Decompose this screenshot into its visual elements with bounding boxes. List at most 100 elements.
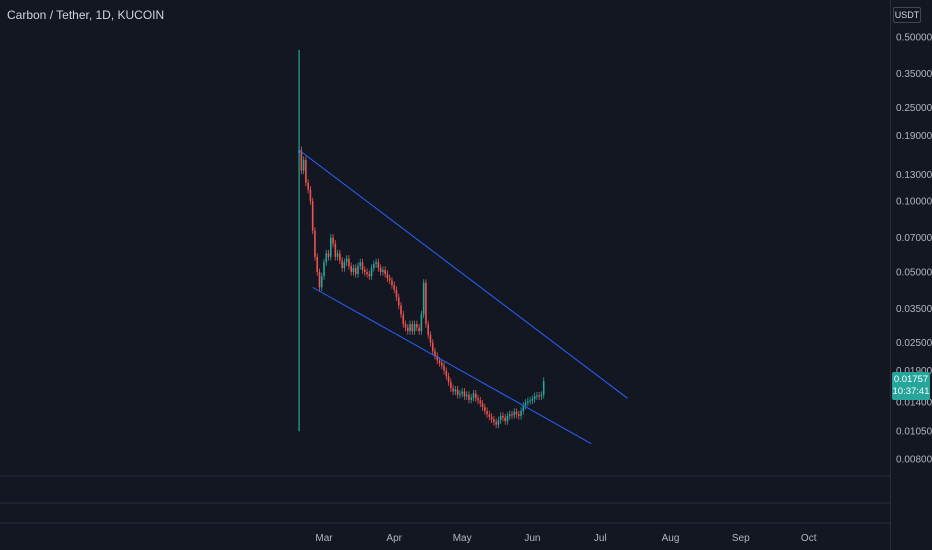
trendline[interactable] xyxy=(312,286,592,445)
candle xyxy=(495,418,497,429)
candle xyxy=(456,386,459,399)
candle xyxy=(502,412,504,422)
candle xyxy=(332,234,334,248)
candle xyxy=(354,264,357,278)
candle xyxy=(382,266,384,276)
candle xyxy=(305,156,307,187)
candle xyxy=(497,416,500,429)
candle xyxy=(422,279,425,319)
candle xyxy=(520,407,522,420)
price-axis[interactable]: 0.50000 0.35000 0.25000 0.19000 0.13000 0.100… xyxy=(896,33,932,466)
chart-title: Carbon / Tether, 1D, KUCOIN xyxy=(7,8,165,22)
candle xyxy=(391,276,393,289)
price-tick-label: 0.01900 xyxy=(896,366,932,377)
bar-countdown: 10:37:41 xyxy=(892,386,930,397)
candle xyxy=(416,320,418,332)
candle xyxy=(307,179,309,194)
candle xyxy=(511,410,513,419)
candle xyxy=(350,262,352,276)
candle xyxy=(488,410,491,421)
last-price-value: 0.01757 xyxy=(893,374,929,385)
candle xyxy=(413,320,416,335)
price-tick-label: 0.19000 xyxy=(896,131,932,142)
candle xyxy=(366,268,368,278)
candle xyxy=(431,339,434,355)
candle xyxy=(395,286,398,301)
candle xyxy=(465,391,468,400)
candle xyxy=(300,146,303,175)
candle xyxy=(363,266,366,276)
candle xyxy=(341,256,343,272)
candle xyxy=(420,310,423,335)
candle xyxy=(393,281,396,294)
candle xyxy=(357,262,359,278)
candle xyxy=(436,352,439,365)
candle xyxy=(533,392,536,403)
price-tick-label: 0.05000 xyxy=(896,267,932,278)
plot-area[interactable] xyxy=(0,0,890,476)
price-tick-label: 0.13000 xyxy=(896,170,932,181)
last-price-tag: 0.01757 10:37:41 xyxy=(892,372,930,400)
price-tick-label: 0.10000 xyxy=(896,197,932,208)
candle xyxy=(323,258,325,280)
candle xyxy=(515,408,518,418)
candle xyxy=(339,249,341,265)
candle xyxy=(477,394,479,405)
trendlines-layer xyxy=(298,149,628,445)
candle xyxy=(470,394,473,404)
candle xyxy=(370,264,373,280)
currency-label[interactable]: USDT xyxy=(893,7,921,23)
candle xyxy=(499,412,502,424)
candle xyxy=(352,264,355,276)
candle xyxy=(320,272,323,292)
price-tick-label: 0.01050 xyxy=(896,427,932,438)
candle xyxy=(400,301,402,319)
candle xyxy=(302,156,305,175)
candle xyxy=(361,258,364,274)
price-tick-label: 0.50000 xyxy=(896,33,932,44)
candle xyxy=(440,359,443,370)
candle xyxy=(463,387,466,400)
candle xyxy=(345,255,348,266)
candle xyxy=(481,399,484,411)
trendline[interactable] xyxy=(298,149,628,399)
candle xyxy=(314,227,316,261)
candle xyxy=(377,258,380,272)
candle xyxy=(425,279,427,328)
candle xyxy=(316,253,319,276)
candle xyxy=(513,408,516,419)
candle xyxy=(311,197,314,235)
candle xyxy=(318,268,321,292)
candle xyxy=(379,264,382,276)
candle xyxy=(484,403,486,415)
candle xyxy=(536,392,538,400)
candle xyxy=(474,389,477,402)
price-tick-label: 0.02500 xyxy=(896,338,932,349)
candle xyxy=(459,389,461,399)
candle xyxy=(479,396,482,407)
time-tick-label: Jul xyxy=(594,533,607,544)
candle xyxy=(409,320,411,335)
candle xyxy=(540,391,543,400)
candle xyxy=(434,347,436,360)
candle xyxy=(375,258,377,268)
price-tick-label: 0.03500 xyxy=(896,304,932,315)
price-tick-label: 0.35000 xyxy=(896,69,932,80)
candle xyxy=(343,258,346,272)
time-axis[interactable]: Mar Apr May Jun Jul Aug Sep Oct xyxy=(315,533,816,544)
candle xyxy=(407,324,409,335)
candle xyxy=(468,391,470,404)
candle xyxy=(386,270,389,282)
candle xyxy=(402,310,405,328)
candle xyxy=(443,361,445,375)
price-tick-label: 0.00800 xyxy=(896,455,932,466)
price-tick-label: 0.07000 xyxy=(896,233,932,244)
candle xyxy=(334,240,337,261)
candle xyxy=(490,413,493,423)
time-tick-label: Mar xyxy=(315,533,333,544)
candle xyxy=(493,415,495,426)
candle xyxy=(452,384,454,396)
candle xyxy=(336,249,339,261)
time-tick-label: May xyxy=(453,533,472,544)
